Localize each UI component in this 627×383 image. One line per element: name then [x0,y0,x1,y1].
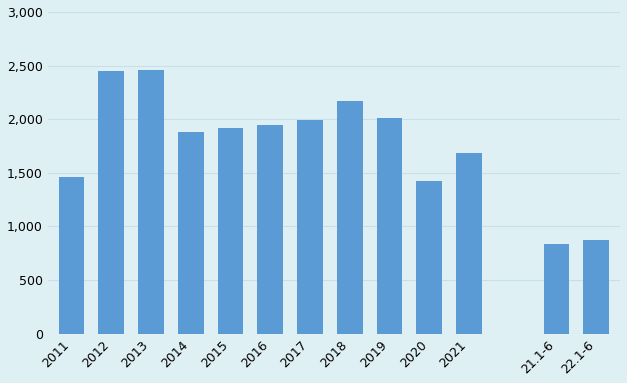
Bar [257,125,283,334]
Bar [178,132,204,334]
Bar [138,70,164,334]
Bar [337,101,362,334]
Bar [416,181,442,334]
Bar [98,70,124,334]
Bar [218,128,243,334]
Bar [377,118,403,334]
Bar [456,153,482,334]
Bar [544,244,569,334]
Bar [297,121,323,334]
Bar [583,240,609,334]
Bar [58,177,85,334]
